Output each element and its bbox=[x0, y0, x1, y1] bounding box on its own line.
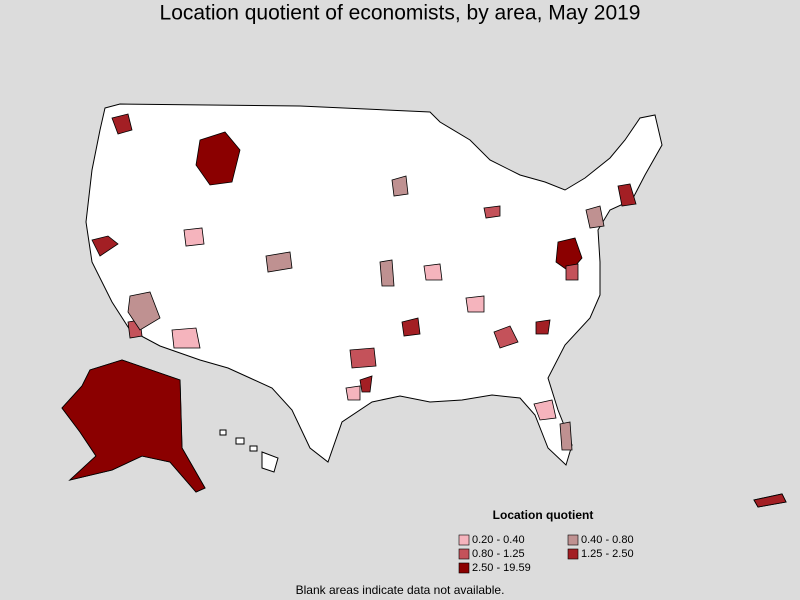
pr-area bbox=[753, 493, 787, 508]
madison-area bbox=[483, 205, 501, 219]
legend-swatch bbox=[458, 562, 470, 574]
vegas-area bbox=[127, 291, 161, 331]
dallas-area bbox=[349, 347, 377, 369]
florida-area bbox=[559, 421, 573, 451]
legend-label: 0.40 - 0.80 bbox=[581, 534, 634, 546]
legend-swatch bbox=[458, 534, 470, 546]
stlouis-area bbox=[423, 263, 443, 281]
richmond-area bbox=[565, 263, 579, 281]
boston-area bbox=[617, 183, 637, 207]
legend-label: 2.50 - 19.59 bbox=[472, 562, 531, 574]
seattle-area bbox=[111, 113, 133, 135]
tucson-area bbox=[171, 327, 201, 349]
footnote: Blank areas indicate data not available. bbox=[296, 583, 505, 597]
legend-label: 1.25 - 2.50 bbox=[581, 548, 634, 560]
legend-label: 0.20 - 0.40 bbox=[472, 534, 525, 546]
legend-label: 0.80 - 1.25 bbox=[472, 548, 525, 560]
raleigh-area bbox=[535, 319, 551, 335]
legend-swatch bbox=[458, 548, 470, 560]
legend-title: Location quotient bbox=[493, 508, 594, 522]
map bbox=[61, 103, 787, 508]
kansas-area bbox=[379, 259, 395, 287]
hawaii bbox=[219, 429, 279, 473]
montana-area bbox=[195, 131, 241, 186]
alaska-area bbox=[61, 359, 206, 493]
nyc-area bbox=[585, 205, 605, 229]
atlanta-area bbox=[493, 325, 519, 349]
denver-area bbox=[265, 251, 293, 273]
legend: Location quotient 0.20 - 0.40 0.40 - 0.80… bbox=[458, 508, 634, 574]
oklahoma-area bbox=[401, 317, 421, 337]
austin-area bbox=[359, 375, 373, 393]
nashville-area bbox=[465, 295, 485, 313]
minneapolis-area bbox=[391, 175, 409, 197]
tampa-area bbox=[533, 399, 557, 421]
legend-swatch bbox=[567, 548, 579, 560]
legend-swatch bbox=[567, 534, 579, 546]
map-title: Location quotient of economists, by area… bbox=[160, 2, 641, 25]
sanantonio-area bbox=[345, 385, 361, 401]
utah-area bbox=[183, 227, 205, 247]
sf-area bbox=[91, 235, 119, 257]
